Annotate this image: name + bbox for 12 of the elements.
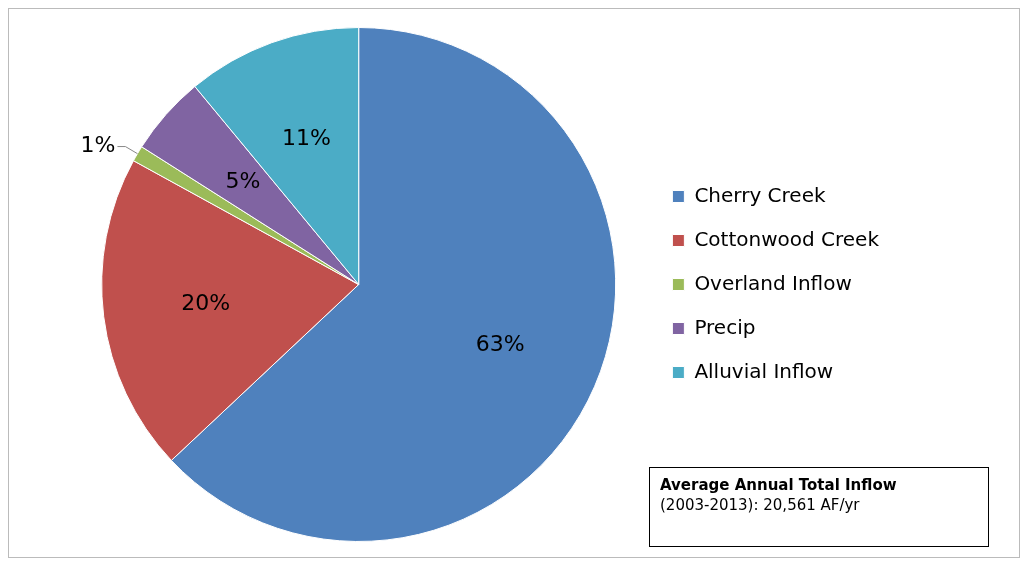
data-label: 5%: [225, 168, 261, 194]
legend-label: Overland Inflow: [694, 270, 852, 295]
data-label: 20%: [181, 289, 231, 315]
legend-label: Cherry Creek: [694, 182, 826, 207]
legend-label: Precip: [694, 314, 756, 339]
legend-label: Cottonwood Creek: [694, 226, 880, 251]
legend-label: Alluvial Inflow: [694, 358, 834, 383]
data-label: 1%: [80, 132, 116, 158]
data-label: 11%: [282, 125, 331, 151]
data-label: 63%: [475, 331, 525, 357]
text: (2003-2013): 20,561 AF/yr: [660, 496, 861, 514]
text: Average Annual Total Inflow: [660, 476, 898, 494]
